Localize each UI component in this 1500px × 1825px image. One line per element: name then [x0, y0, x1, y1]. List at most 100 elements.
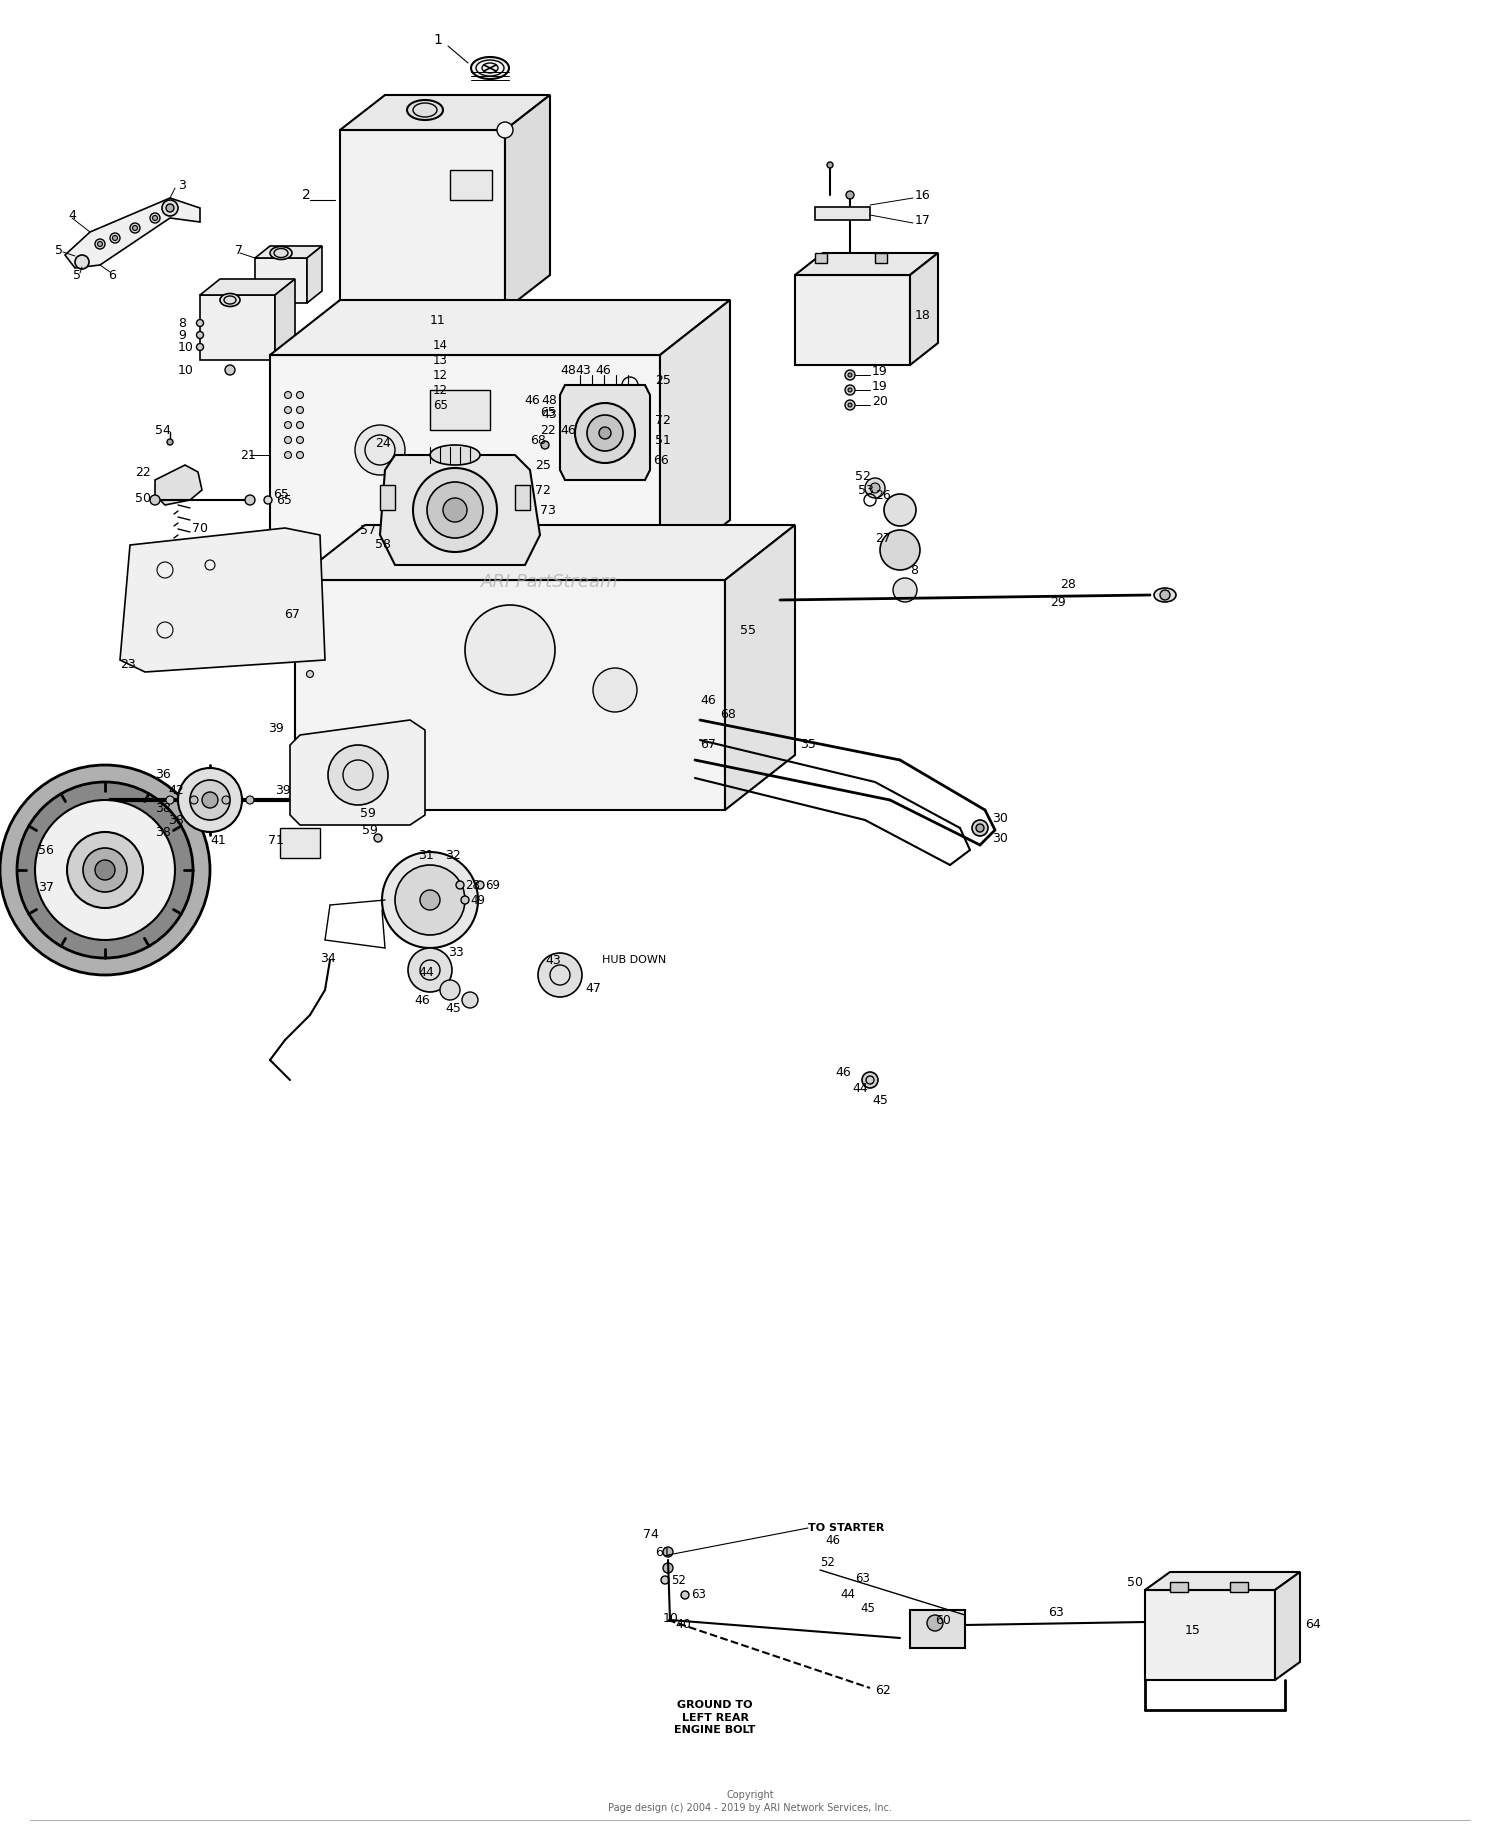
Text: TO STARTER: TO STARTER [808, 1524, 885, 1533]
Circle shape [190, 779, 230, 819]
Text: 40: 40 [675, 1619, 692, 1632]
Text: 67: 67 [700, 739, 715, 752]
Circle shape [586, 414, 622, 451]
Bar [815, 254, 827, 263]
Text: 27: 27 [874, 531, 891, 544]
Text: 28: 28 [1060, 579, 1076, 591]
Text: 45: 45 [871, 1093, 888, 1106]
Text: 13: 13 [433, 354, 448, 367]
Circle shape [374, 834, 382, 841]
Circle shape [285, 436, 291, 443]
Text: 19: 19 [871, 365, 888, 378]
Polygon shape [795, 254, 938, 276]
Text: 28: 28 [465, 878, 480, 891]
Polygon shape [200, 296, 274, 360]
Circle shape [68, 832, 142, 909]
Circle shape [297, 422, 303, 429]
Text: 69: 69 [484, 878, 500, 891]
Text: 72: 72 [656, 414, 670, 427]
Circle shape [306, 617, 314, 624]
Text: 17: 17 [915, 214, 932, 226]
Circle shape [420, 891, 440, 911]
Polygon shape [560, 385, 650, 480]
Text: 46: 46 [836, 1066, 850, 1079]
Text: 29: 29 [1050, 597, 1065, 610]
Circle shape [663, 1562, 674, 1573]
Text: 58: 58 [375, 538, 392, 551]
Text: 48: 48 [560, 363, 576, 376]
Text: 57: 57 [360, 524, 376, 537]
Ellipse shape [430, 445, 480, 465]
Text: 74: 74 [644, 1529, 658, 1542]
Circle shape [285, 451, 291, 458]
Circle shape [827, 162, 833, 168]
Circle shape [246, 796, 254, 805]
Text: 22: 22 [135, 465, 150, 478]
Text: 45: 45 [446, 1002, 460, 1015]
Circle shape [202, 792, 217, 808]
Polygon shape [120, 527, 326, 672]
Circle shape [681, 1591, 688, 1599]
Circle shape [196, 319, 204, 327]
Text: 30: 30 [992, 832, 1008, 845]
Ellipse shape [420, 343, 430, 347]
Circle shape [382, 852, 478, 947]
Text: 25: 25 [536, 458, 550, 471]
Text: 65: 65 [273, 487, 290, 500]
Ellipse shape [420, 387, 430, 392]
Text: 63: 63 [1048, 1606, 1064, 1619]
Text: 59: 59 [362, 823, 378, 836]
Circle shape [476, 881, 484, 889]
Text: 37: 37 [38, 880, 54, 894]
Circle shape [190, 796, 198, 805]
Circle shape [592, 668, 638, 712]
Circle shape [328, 745, 388, 805]
Text: 61: 61 [656, 1546, 670, 1559]
Text: 11: 11 [430, 314, 445, 327]
Circle shape [244, 495, 255, 506]
Circle shape [844, 400, 855, 411]
Circle shape [297, 451, 303, 458]
Circle shape [196, 332, 204, 338]
Circle shape [178, 768, 242, 832]
Text: 65: 65 [276, 493, 292, 507]
Polygon shape [296, 580, 724, 810]
Text: 46: 46 [700, 694, 715, 706]
Circle shape [196, 343, 204, 350]
Bar [1170, 1582, 1188, 1591]
Text: 1: 1 [433, 33, 442, 47]
Circle shape [870, 484, 880, 493]
Text: 42: 42 [168, 783, 183, 796]
Text: 46: 46 [560, 423, 576, 436]
Text: 46: 46 [825, 1533, 840, 1546]
Bar [280, 829, 320, 858]
Text: 44: 44 [419, 965, 434, 978]
Text: LEFT REAR: LEFT REAR [681, 1714, 748, 1723]
Bar [514, 485, 529, 509]
Polygon shape [64, 197, 200, 268]
Circle shape [94, 239, 105, 248]
Ellipse shape [420, 372, 430, 378]
Text: 65: 65 [433, 398, 448, 411]
Circle shape [862, 1071, 877, 1088]
Text: 52: 52 [821, 1555, 836, 1568]
Ellipse shape [420, 358, 430, 363]
Circle shape [598, 427, 610, 440]
Ellipse shape [406, 100, 442, 120]
Ellipse shape [220, 294, 240, 307]
Text: 26: 26 [874, 489, 891, 502]
Bar [380, 485, 394, 509]
Circle shape [82, 849, 128, 892]
Circle shape [844, 385, 855, 394]
Text: 39: 39 [268, 721, 284, 734]
Text: 36: 36 [154, 768, 171, 781]
Text: 34: 34 [320, 951, 336, 964]
Polygon shape [340, 130, 506, 310]
Text: 44: 44 [840, 1588, 855, 1602]
Text: 46: 46 [524, 394, 540, 407]
Circle shape [166, 796, 174, 805]
Ellipse shape [270, 246, 292, 259]
Text: 63: 63 [692, 1588, 706, 1602]
Polygon shape [274, 279, 296, 360]
Text: 59: 59 [360, 807, 376, 819]
